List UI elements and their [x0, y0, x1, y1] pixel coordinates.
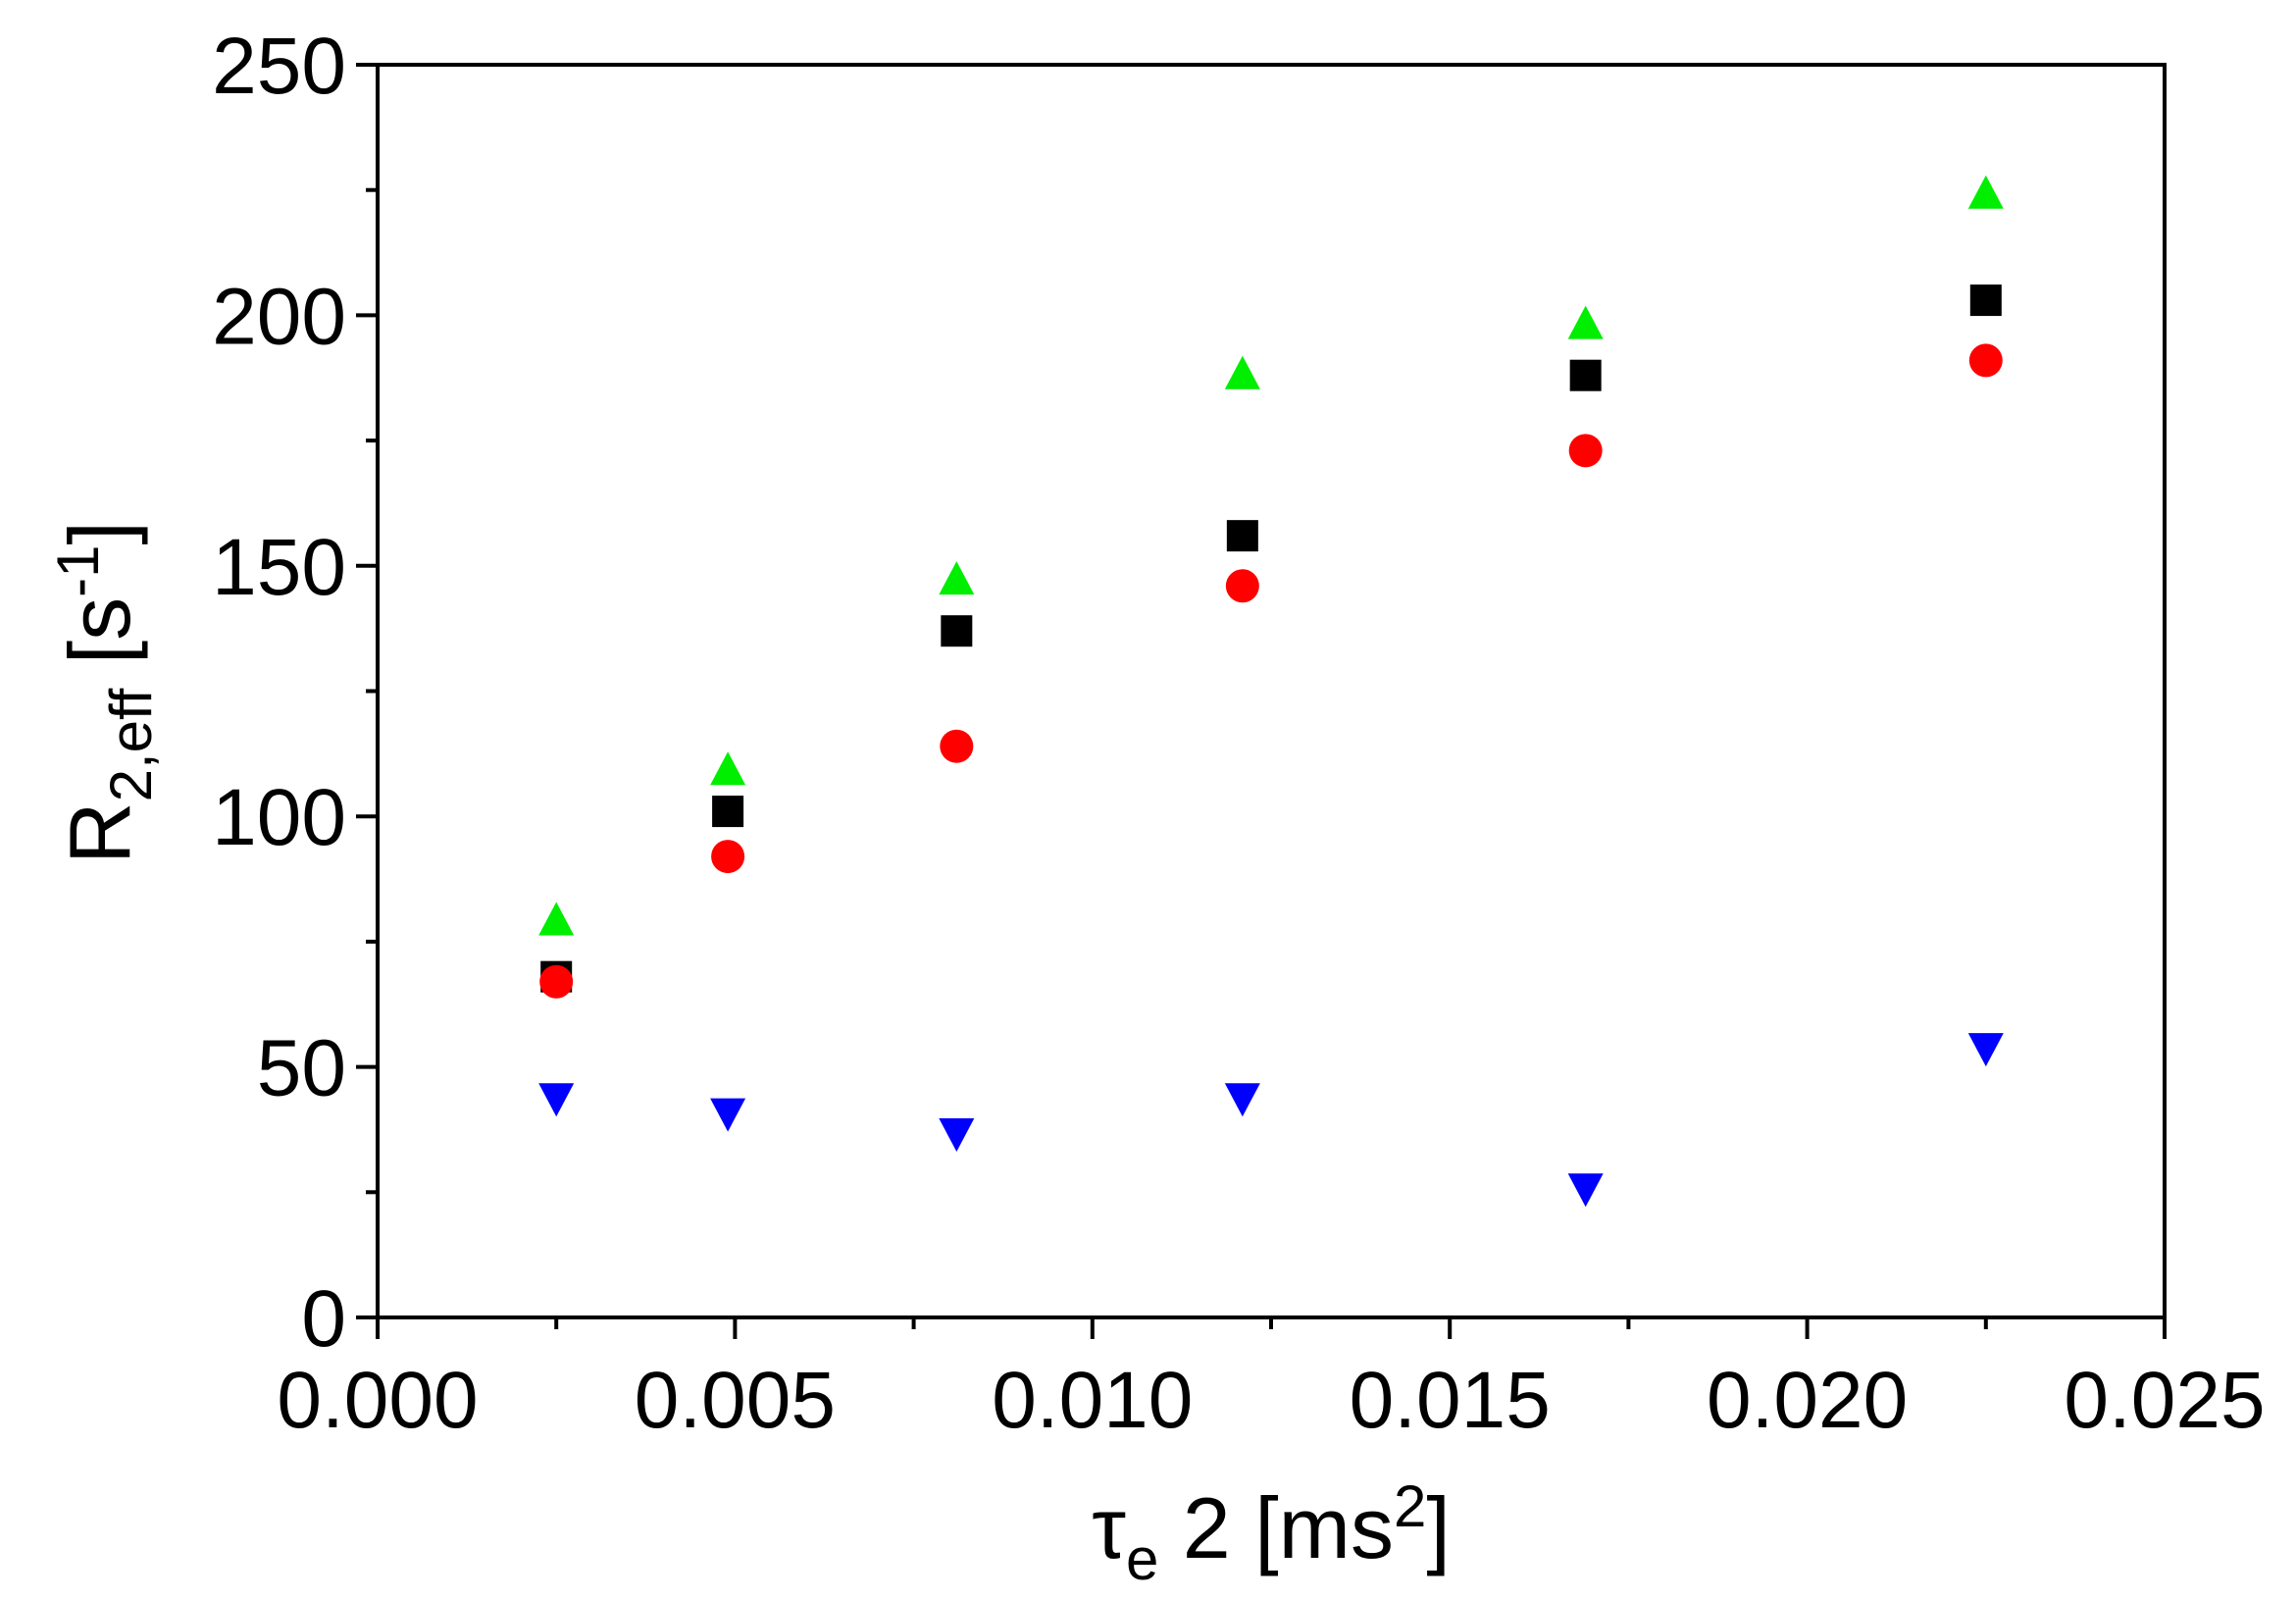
series-2-point	[539, 964, 574, 999]
y-axis-ticks: 0 50 100 150 200 250	[212, 22, 378, 1364]
series-4-point	[1967, 1033, 2004, 1067]
x-tick-label: 0.010	[992, 1356, 1193, 1445]
x-tick-label: 0.005	[635, 1356, 836, 1445]
plot-frame	[376, 63, 2167, 1319]
y-tick-label: 200	[212, 272, 346, 361]
y-tick-label: 150	[212, 523, 346, 612]
x-axis-label: τe 2 [ms2]	[1092, 1473, 1451, 1592]
series-3-point	[939, 561, 975, 595]
y-tick-label: 250	[212, 22, 346, 111]
series-4-point	[1567, 1173, 1604, 1208]
series-1-point	[1226, 520, 1258, 552]
series-4-point	[1224, 1083, 1260, 1117]
series-2-point	[1225, 569, 1259, 603]
series-2-point	[940, 729, 974, 763]
x-axis-ticks: 0.000 0.005 0.010 0.015 0.020 0.025	[277, 1317, 2266, 1445]
series-1-point	[1569, 359, 1602, 391]
series-3-point	[1567, 305, 1604, 339]
series-3-point	[538, 902, 575, 936]
x-tick-label: 0.015	[1350, 1356, 1551, 1445]
series-3-point	[1967, 175, 2004, 209]
x-tick-label: 0.000	[277, 1356, 478, 1445]
series-4-point	[538, 1083, 575, 1117]
series-2-point	[1968, 343, 2003, 378]
series-4-point	[939, 1118, 975, 1153]
series-2-point	[711, 840, 745, 874]
x-tick-label: 0.025	[2064, 1356, 2265, 1445]
series-3-point	[1224, 355, 1260, 389]
series-1-point	[712, 796, 744, 828]
series-2-point	[1568, 434, 1603, 468]
series-3-point	[710, 751, 746, 786]
series-1-point	[941, 615, 973, 647]
series-1-point	[1969, 284, 2002, 317]
series-4-point	[710, 1098, 746, 1132]
y-tick-label: 50	[257, 1024, 346, 1113]
y-axis-label: R2,eff [s-1]	[45, 521, 164, 864]
x-tick-label: 0.020	[1707, 1356, 1908, 1445]
y-tick-label: 0	[301, 1274, 346, 1364]
data-markers	[538, 175, 2004, 1208]
y-tick-label: 100	[212, 773, 346, 862]
